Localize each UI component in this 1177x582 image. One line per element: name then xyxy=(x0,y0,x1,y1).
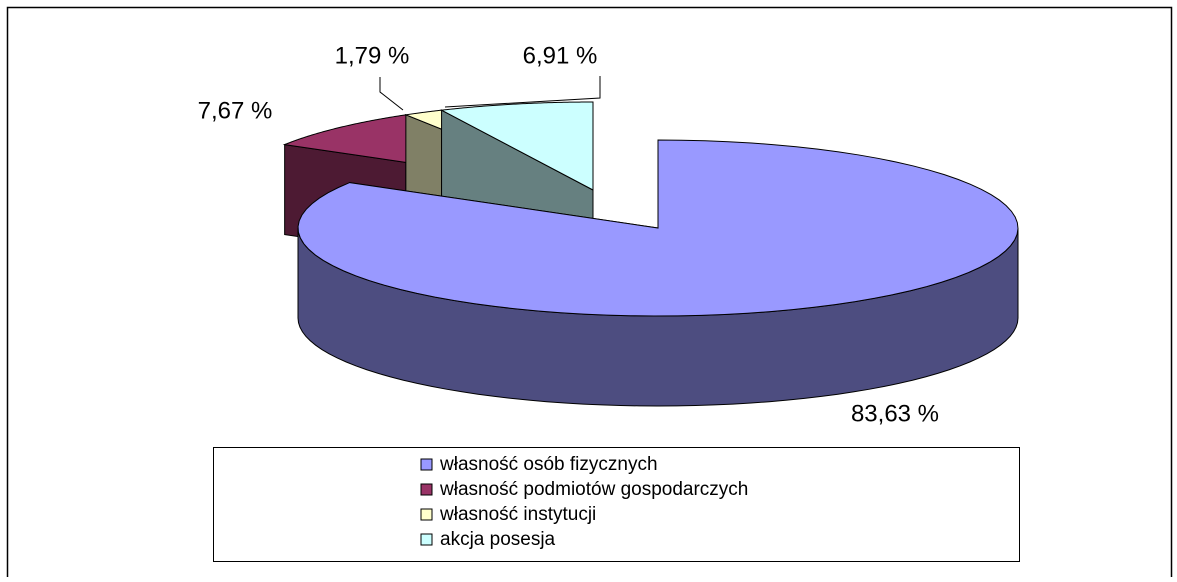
legend-label: własność osób fizycznych xyxy=(439,454,658,475)
legend-box xyxy=(213,447,1020,562)
slice xyxy=(439,101,594,191)
legend-label: własność instytucji xyxy=(439,504,596,525)
legend-swatch xyxy=(420,508,433,521)
data-label: 83,63 % xyxy=(851,400,939,427)
data-label: 7,67 % xyxy=(198,97,273,124)
data-label: 6,91 % xyxy=(523,42,598,69)
legend-swatch xyxy=(420,533,433,546)
leader-line xyxy=(444,76,601,108)
slice xyxy=(297,139,1019,317)
leader-line xyxy=(379,77,404,111)
legend-swatch xyxy=(420,458,433,471)
legend-label: własność podmiotów gospodarczych xyxy=(439,479,748,500)
legend-swatch xyxy=(420,483,433,496)
data-label: 1,79 % xyxy=(335,42,410,69)
legend-label: akcja posesja xyxy=(440,529,556,550)
